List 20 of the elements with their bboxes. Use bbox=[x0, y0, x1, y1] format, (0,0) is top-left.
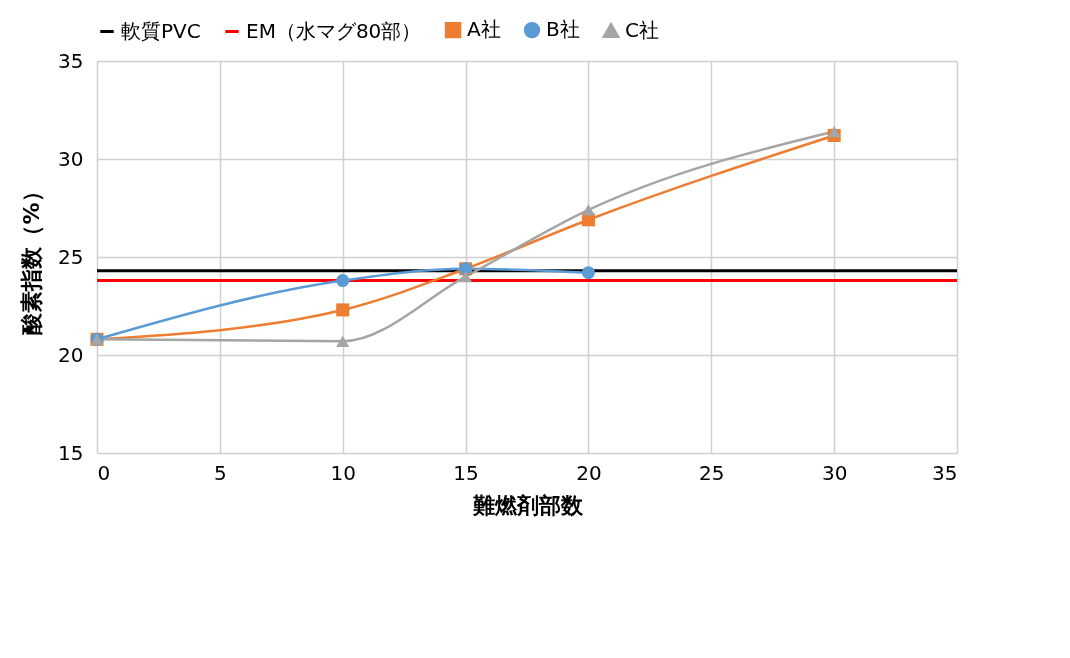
y-tick-label: 30 bbox=[58, 146, 84, 171]
legend-label: EM（水マグ80部） bbox=[246, 18, 422, 43]
legend-label: B社 bbox=[546, 17, 580, 42]
x-tick-label: 15 bbox=[453, 460, 479, 485]
y-tick-label: 25 bbox=[58, 244, 84, 269]
x-tick-label: 5 bbox=[213, 460, 227, 485]
y-tick-label: 15 bbox=[58, 440, 84, 465]
x-tick-label: 30 bbox=[821, 460, 848, 485]
x-axis-title: 難燃剤部数 bbox=[471, 492, 584, 518]
x-tick-label: 35 bbox=[932, 460, 958, 485]
legend-label: 軟質PVC bbox=[121, 18, 201, 43]
x-tick-label: 10 bbox=[330, 460, 356, 485]
x-tick-label: 25 bbox=[699, 460, 725, 485]
y-tick-label: 20 bbox=[58, 342, 84, 367]
y-axis-title: 酸素指数（%） bbox=[19, 180, 45, 335]
legend-label: A社 bbox=[467, 17, 501, 42]
legend-label: C社 bbox=[625, 17, 659, 42]
x-tick-label: 20 bbox=[576, 460, 602, 485]
x-tick-label: 0 bbox=[97, 460, 111, 485]
y-tick-label: 35 bbox=[58, 48, 84, 73]
